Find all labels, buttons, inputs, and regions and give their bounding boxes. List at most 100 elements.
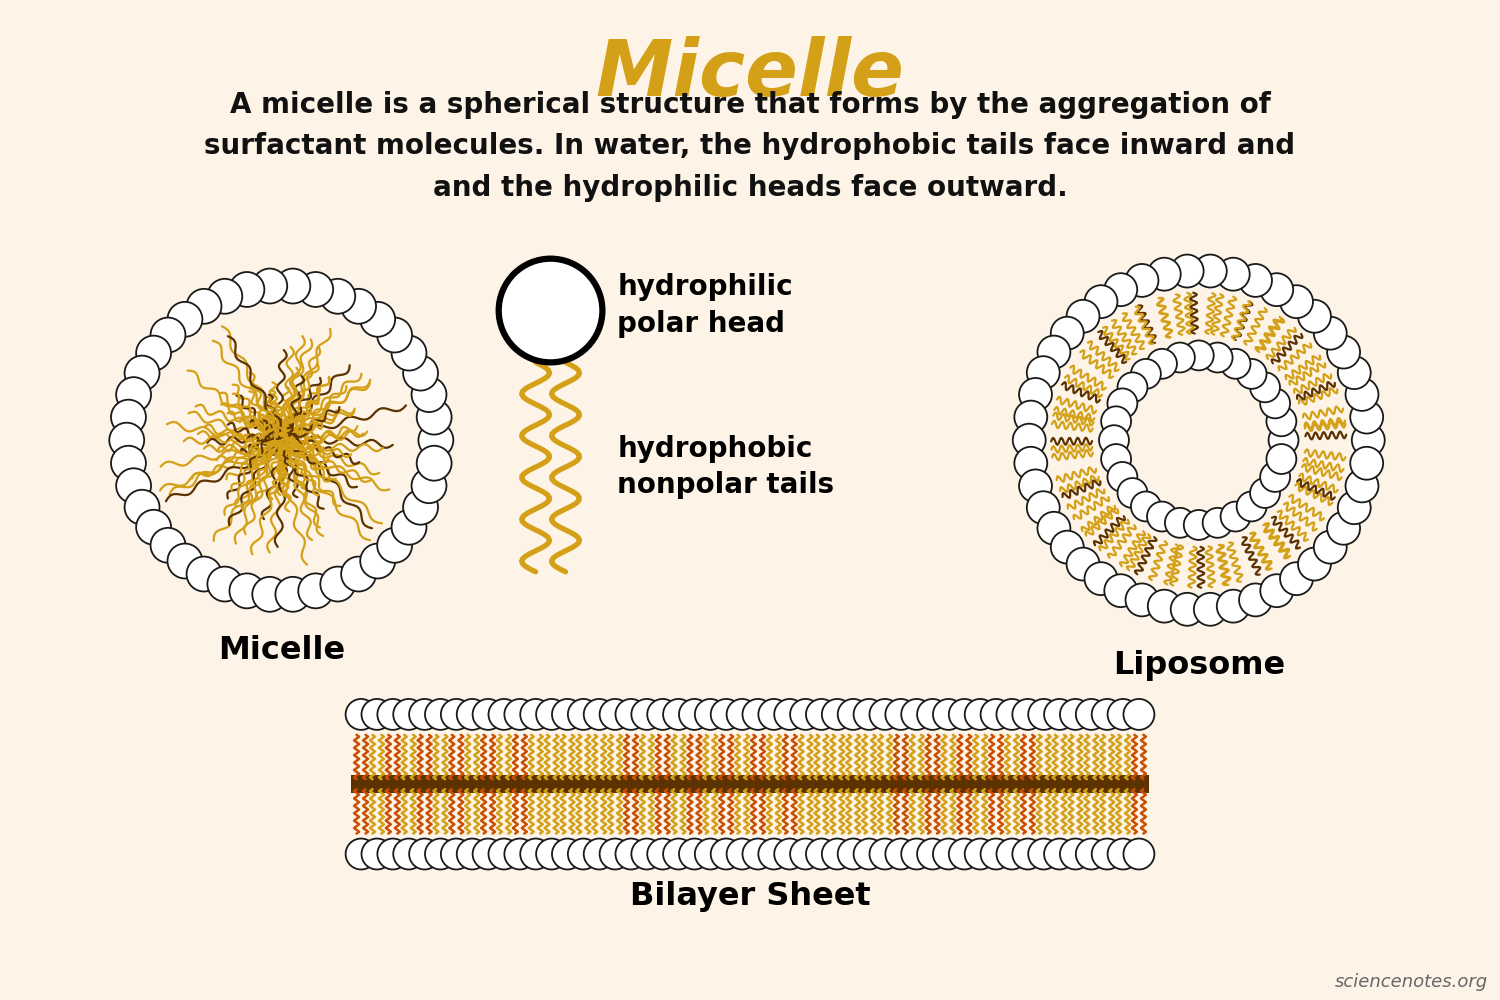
Circle shape bbox=[1028, 356, 1059, 389]
Circle shape bbox=[1148, 349, 1178, 379]
Circle shape bbox=[345, 699, 376, 730]
Circle shape bbox=[417, 400, 452, 435]
Circle shape bbox=[615, 699, 646, 730]
Circle shape bbox=[393, 839, 424, 869]
Circle shape bbox=[1038, 512, 1071, 545]
Circle shape bbox=[790, 699, 820, 730]
Circle shape bbox=[1066, 548, 1100, 581]
Circle shape bbox=[1107, 839, 1138, 869]
Circle shape bbox=[1044, 699, 1076, 730]
Circle shape bbox=[552, 839, 584, 869]
Circle shape bbox=[694, 839, 726, 869]
Circle shape bbox=[1328, 336, 1360, 369]
Circle shape bbox=[111, 400, 146, 435]
Circle shape bbox=[568, 699, 598, 730]
Circle shape bbox=[321, 567, 356, 602]
Circle shape bbox=[694, 699, 726, 730]
Circle shape bbox=[1101, 444, 1131, 474]
Circle shape bbox=[276, 269, 310, 303]
Circle shape bbox=[1019, 378, 1052, 411]
Circle shape bbox=[1124, 699, 1155, 730]
Circle shape bbox=[1118, 372, 1148, 402]
Circle shape bbox=[711, 839, 741, 869]
Circle shape bbox=[933, 839, 964, 869]
Circle shape bbox=[441, 839, 472, 869]
Circle shape bbox=[584, 699, 615, 730]
Circle shape bbox=[1125, 583, 1158, 616]
Circle shape bbox=[996, 699, 1028, 730]
Circle shape bbox=[885, 699, 916, 730]
Circle shape bbox=[1239, 583, 1272, 616]
Circle shape bbox=[646, 699, 678, 730]
Circle shape bbox=[1260, 462, 1290, 492]
Circle shape bbox=[1076, 699, 1107, 730]
Circle shape bbox=[207, 279, 243, 314]
Circle shape bbox=[376, 318, 412, 352]
Circle shape bbox=[1239, 264, 1272, 297]
Circle shape bbox=[345, 839, 376, 869]
Circle shape bbox=[520, 839, 550, 869]
Circle shape bbox=[680, 699, 710, 730]
Circle shape bbox=[916, 699, 948, 730]
Circle shape bbox=[663, 699, 694, 730]
Circle shape bbox=[1266, 444, 1296, 474]
Circle shape bbox=[759, 839, 789, 869]
Circle shape bbox=[711, 699, 741, 730]
Text: Liposome: Liposome bbox=[1113, 650, 1286, 681]
Circle shape bbox=[378, 839, 408, 869]
Circle shape bbox=[136, 336, 171, 371]
Circle shape bbox=[1028, 491, 1059, 524]
Circle shape bbox=[378, 699, 408, 730]
Circle shape bbox=[1346, 469, 1378, 502]
Circle shape bbox=[340, 557, 376, 591]
Circle shape bbox=[584, 839, 615, 869]
Circle shape bbox=[885, 839, 916, 869]
Circle shape bbox=[419, 423, 453, 458]
Circle shape bbox=[360, 302, 394, 337]
Circle shape bbox=[298, 573, 333, 608]
Circle shape bbox=[742, 839, 774, 869]
Text: Micelle: Micelle bbox=[217, 635, 345, 666]
Circle shape bbox=[1170, 255, 1203, 287]
Text: A micelle is a spherical structure that forms by the aggregation of
surfactant m: A micelle is a spherical structure that … bbox=[204, 91, 1296, 202]
Circle shape bbox=[150, 318, 186, 352]
Circle shape bbox=[1052, 317, 1083, 350]
Circle shape bbox=[1260, 273, 1293, 306]
Circle shape bbox=[1052, 531, 1083, 564]
Text: sciencenotes.org: sciencenotes.org bbox=[1335, 973, 1488, 991]
Circle shape bbox=[1060, 839, 1090, 869]
Circle shape bbox=[1118, 478, 1148, 508]
Circle shape bbox=[456, 699, 488, 730]
Circle shape bbox=[1060, 699, 1090, 730]
Circle shape bbox=[124, 356, 159, 391]
Circle shape bbox=[411, 468, 447, 503]
Circle shape bbox=[916, 839, 948, 869]
Circle shape bbox=[536, 699, 567, 730]
Circle shape bbox=[116, 377, 152, 412]
Circle shape bbox=[1236, 491, 1266, 521]
Circle shape bbox=[964, 699, 996, 730]
Circle shape bbox=[726, 699, 758, 730]
Circle shape bbox=[981, 839, 1011, 869]
Circle shape bbox=[116, 468, 152, 503]
Circle shape bbox=[456, 839, 488, 869]
Circle shape bbox=[298, 272, 333, 307]
Circle shape bbox=[392, 510, 426, 545]
Circle shape bbox=[424, 699, 456, 730]
Circle shape bbox=[393, 699, 424, 730]
Circle shape bbox=[902, 699, 932, 730]
Circle shape bbox=[1203, 508, 1233, 538]
Circle shape bbox=[822, 699, 854, 730]
Circle shape bbox=[1101, 406, 1131, 436]
Circle shape bbox=[759, 699, 789, 730]
Circle shape bbox=[1148, 590, 1180, 623]
Text: Bilayer Sheet: Bilayer Sheet bbox=[630, 881, 870, 912]
Text: hydrophobic
nonpolar tails: hydrophobic nonpolar tails bbox=[618, 435, 834, 499]
Circle shape bbox=[1216, 590, 1249, 623]
Circle shape bbox=[321, 279, 356, 314]
Circle shape bbox=[489, 839, 519, 869]
Circle shape bbox=[498, 259, 603, 362]
Circle shape bbox=[1298, 300, 1330, 333]
Circle shape bbox=[1221, 502, 1251, 531]
Circle shape bbox=[124, 490, 159, 525]
